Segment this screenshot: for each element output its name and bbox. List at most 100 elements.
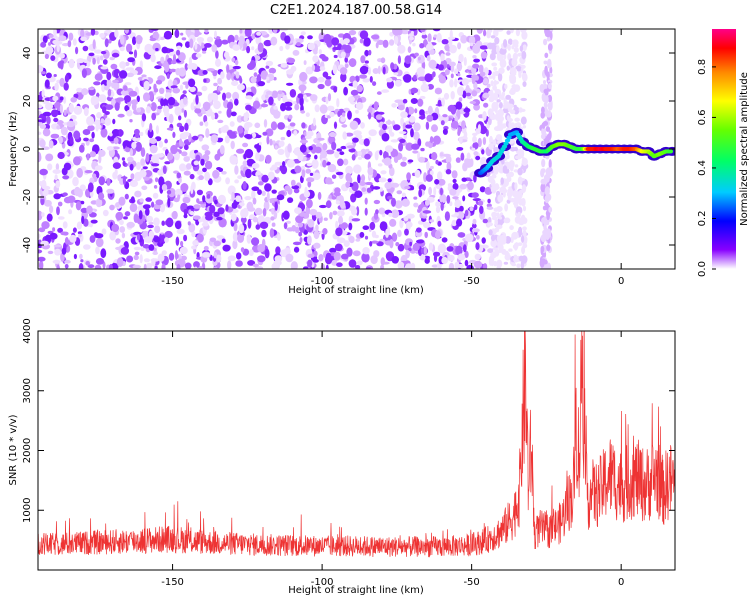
noise-blob bbox=[253, 72, 258, 77]
x-tick-label: -100 bbox=[311, 577, 334, 588]
noise-blob bbox=[147, 128, 154, 139]
noise-blob bbox=[183, 208, 190, 214]
noise-blob bbox=[542, 205, 548, 211]
noise-blob bbox=[226, 101, 234, 111]
noise-blob bbox=[340, 51, 346, 58]
noise-blob bbox=[506, 65, 510, 71]
noise-blob bbox=[351, 207, 358, 216]
noise-blob bbox=[117, 113, 125, 118]
noise-blob bbox=[124, 95, 131, 103]
noise-blob bbox=[365, 148, 370, 152]
noise-blob bbox=[546, 193, 552, 201]
noise-blob bbox=[247, 63, 255, 70]
noise-blob bbox=[182, 96, 188, 106]
noise-blob bbox=[380, 257, 385, 266]
noise-blob bbox=[458, 97, 463, 102]
noise-blob bbox=[142, 166, 148, 170]
noise-blob bbox=[518, 255, 524, 262]
noise-blob bbox=[493, 79, 497, 87]
noise-blob bbox=[120, 90, 129, 96]
noise-blob bbox=[471, 228, 480, 233]
noise-blob bbox=[455, 245, 463, 256]
noise-blob bbox=[262, 207, 267, 217]
noise-blob bbox=[509, 78, 515, 82]
noise-blob bbox=[414, 108, 418, 114]
noise-blob bbox=[522, 73, 528, 82]
noise-blob bbox=[509, 225, 514, 231]
noise-blob bbox=[172, 131, 176, 138]
noise-blob bbox=[145, 207, 150, 216]
noise-blob bbox=[158, 176, 165, 187]
noise-blob bbox=[53, 244, 62, 248]
noise-blob bbox=[299, 139, 308, 144]
noise-blob bbox=[439, 194, 447, 204]
noise-blob bbox=[303, 94, 307, 101]
noise-blob bbox=[75, 201, 82, 211]
noise-blob bbox=[143, 258, 150, 263]
noise-blob bbox=[325, 200, 332, 209]
noise-blob bbox=[131, 99, 138, 106]
noise-blob bbox=[311, 64, 316, 72]
noise-blob bbox=[196, 189, 203, 196]
noise-blob bbox=[439, 152, 444, 157]
noise-blob bbox=[140, 247, 145, 252]
noise-blob bbox=[213, 211, 220, 217]
noise-blob bbox=[54, 248, 61, 256]
noise-blob bbox=[479, 186, 486, 193]
noise-blob bbox=[120, 247, 130, 255]
noise-blob bbox=[546, 262, 551, 269]
noise-blob bbox=[421, 34, 428, 39]
noise-blob bbox=[111, 223, 120, 233]
noise-blob bbox=[334, 187, 341, 194]
noise-blob bbox=[165, 217, 174, 228]
noise-blob bbox=[293, 130, 298, 136]
noise-blob bbox=[299, 212, 308, 217]
noise-blob bbox=[491, 174, 497, 179]
noise-blob bbox=[541, 127, 547, 136]
noise-blob bbox=[297, 93, 304, 99]
colorbar-tick-label: 0.2 bbox=[697, 211, 708, 227]
noise-blob bbox=[255, 152, 260, 161]
noise-blob bbox=[173, 170, 179, 174]
noise-blob bbox=[242, 142, 249, 148]
noise-blob bbox=[515, 206, 523, 215]
noise-blob bbox=[507, 38, 513, 46]
noise-blob bbox=[398, 104, 405, 111]
noise-blob bbox=[231, 191, 235, 202]
noise-blob bbox=[380, 170, 387, 175]
y-tick-label: 20 bbox=[22, 95, 33, 108]
noise-blob bbox=[429, 165, 434, 170]
noise-blob bbox=[54, 101, 61, 109]
noise-blob bbox=[94, 264, 102, 269]
noise-blob bbox=[269, 198, 278, 202]
noise-blob bbox=[78, 233, 82, 238]
noise-blob bbox=[496, 235, 501, 243]
noise-blob bbox=[108, 132, 113, 137]
noise-blob bbox=[359, 231, 365, 238]
noise-blob bbox=[209, 204, 216, 214]
noise-blob bbox=[369, 76, 373, 83]
noise-blob bbox=[95, 198, 103, 208]
noise-blob bbox=[518, 70, 522, 79]
colorbar-tick-label: 0.0 bbox=[697, 261, 708, 277]
noise-blob bbox=[521, 50, 527, 60]
noise-blob bbox=[375, 42, 379, 49]
noise-blob bbox=[170, 60, 177, 65]
y-tick-label: 40 bbox=[22, 47, 33, 60]
noise-blob bbox=[52, 169, 61, 175]
noise-blob bbox=[377, 65, 381, 75]
noise-blob bbox=[179, 84, 184, 91]
noise-blob bbox=[139, 254, 143, 264]
noise-blob bbox=[109, 204, 115, 211]
noise-blob bbox=[90, 219, 98, 224]
noise-blob bbox=[227, 130, 234, 137]
noise-blob bbox=[184, 122, 189, 131]
noise-blob bbox=[515, 29, 520, 37]
noise-blob bbox=[543, 259, 548, 265]
noise-blob bbox=[522, 81, 527, 87]
noise-blob bbox=[198, 175, 204, 181]
noise-blob bbox=[160, 56, 165, 64]
noise-blob bbox=[382, 39, 389, 48]
noise-blob bbox=[389, 218, 397, 227]
noise-blob bbox=[160, 98, 165, 107]
